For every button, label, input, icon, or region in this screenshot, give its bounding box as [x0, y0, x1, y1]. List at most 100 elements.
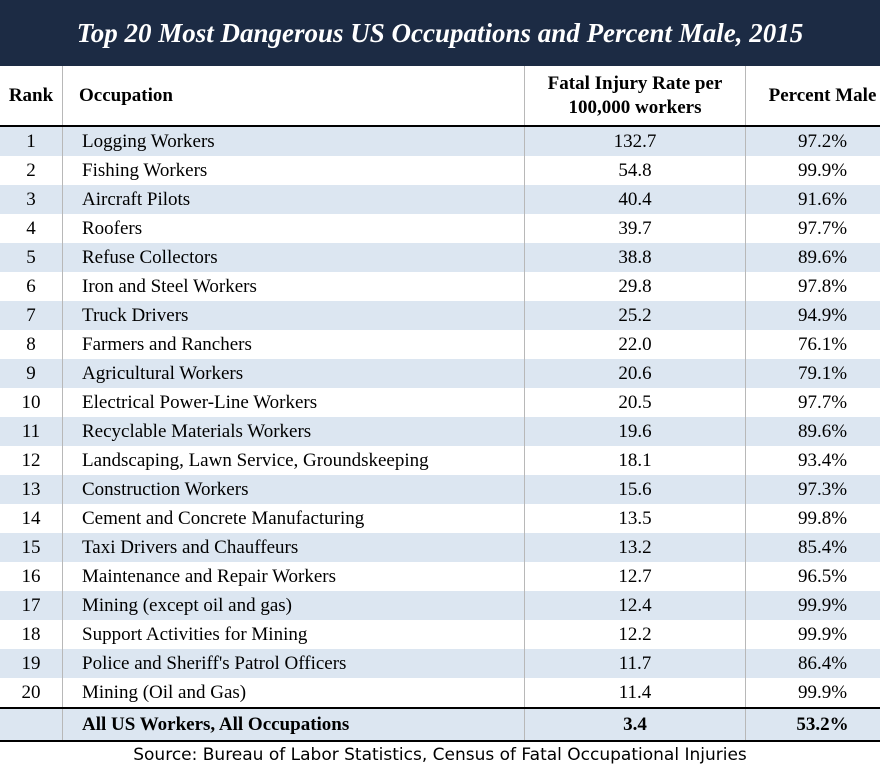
- occupation-cell: Mining (except oil and gas): [62, 591, 525, 620]
- percent-male-cell: 99.9%: [745, 591, 880, 620]
- table-row: 11 Recyclable Materials Workers 19.6 89.6%: [0, 417, 880, 446]
- occupation-cell: Refuse Collectors: [62, 243, 525, 272]
- percent-male-cell: 97.2%: [745, 126, 880, 156]
- occupation-cell: Recyclable Materials Workers: [62, 417, 525, 446]
- percent-male-cell: 85.4%: [745, 533, 880, 562]
- table-title: Top 20 Most Dangerous US Occupations and…: [0, 0, 880, 66]
- fatal-injury-rate-cell: 20.6: [524, 359, 746, 388]
- fatal-injury-rate-cell: 54.8: [524, 156, 746, 185]
- table-row: 4 Roofers 39.7 97.7%: [0, 214, 880, 243]
- percent-male-cell: 97.7%: [745, 214, 880, 243]
- fatal-injury-rate-cell: 29.8: [524, 272, 746, 301]
- fatal-injury-rate-cell: 39.7: [524, 214, 746, 243]
- table-row: 17 Mining (except oil and gas) 12.4 99.9%: [0, 591, 880, 620]
- fatal-injury-rate-cell: 12.4: [524, 591, 746, 620]
- rank-cell: 18: [0, 620, 63, 649]
- percent-male-cell: 89.6%: [745, 243, 880, 272]
- rank-cell: 13: [0, 475, 63, 504]
- header-row: Rank Occupation Fatal Injury Rate per 10…: [0, 66, 880, 127]
- occupation-cell: Maintenance and Repair Workers: [62, 562, 525, 591]
- percent-male-cell: 91.6%: [745, 185, 880, 214]
- table-row: 5 Refuse Collectors 38.8 89.6%: [0, 243, 880, 272]
- table-row: 7 Truck Drivers 25.2 94.9%: [0, 301, 880, 330]
- occupation-cell: Landscaping, Lawn Service, Groundskeepin…: [62, 446, 525, 475]
- rank-cell: 17: [0, 591, 63, 620]
- table-row: 6 Iron and Steel Workers 29.8 97.8%: [0, 272, 880, 301]
- occupation-cell: Aircraft Pilots: [62, 185, 525, 214]
- total-rate-cell: 3.4: [524, 707, 746, 742]
- fatal-injury-rate-cell: 15.6: [524, 475, 746, 504]
- rank-cell: 3: [0, 185, 63, 214]
- table-row: 12 Landscaping, Lawn Service, Groundskeep…: [0, 446, 880, 475]
- fatal-injury-rate-cell: 132.7: [524, 126, 746, 156]
- occupation-cell: Truck Drivers: [62, 301, 525, 330]
- column-header-percent-male: Percent Male: [745, 66, 880, 127]
- percent-male-cell: 99.9%: [745, 678, 880, 708]
- percent-male-cell: 79.1%: [745, 359, 880, 388]
- occupation-cell: Farmers and Ranchers: [62, 330, 525, 359]
- occupation-cell: Support Activities for Mining: [62, 620, 525, 649]
- percent-male-cell: 86.4%: [745, 649, 880, 678]
- fatal-injury-rate-cell: 11.4: [524, 678, 746, 708]
- table-row: 15 Taxi Drivers and Chauffeurs 13.2 85.4%: [0, 533, 880, 562]
- total-percent-male-cell: 53.2%: [745, 707, 880, 742]
- percent-male-cell: 94.9%: [745, 301, 880, 330]
- rank-cell: 11: [0, 417, 63, 446]
- occupation-cell: Iron and Steel Workers: [62, 272, 525, 301]
- column-header-rank: Rank: [0, 66, 63, 127]
- table-row: 18 Support Activities for Mining 12.2 99.9%: [0, 620, 880, 649]
- percent-male-cell: 89.6%: [745, 417, 880, 446]
- percent-male-cell: 97.7%: [745, 388, 880, 417]
- occupation-cell: Logging Workers: [62, 126, 525, 156]
- fatal-injury-rate-cell: 20.5: [524, 388, 746, 417]
- percent-male-cell: 76.1%: [745, 330, 880, 359]
- occupation-cell: Agricultural Workers: [62, 359, 525, 388]
- percent-male-cell: 96.5%: [745, 562, 880, 591]
- rank-cell: 6: [0, 272, 63, 301]
- rank-cell: 14: [0, 504, 63, 533]
- total-rank-cell: [0, 707, 63, 742]
- total-row: All US Workers, All Occupations 3.4 53.2…: [0, 707, 880, 742]
- fatal-injury-rate-cell: 11.7: [524, 649, 746, 678]
- rank-cell: 5: [0, 243, 63, 272]
- occupation-cell: Fishing Workers: [62, 156, 525, 185]
- occupation-cell: Police and Sheriff's Patrol Officers: [62, 649, 525, 678]
- table-row: 19 Police and Sheriff's Patrol Officers 11…: [0, 649, 880, 678]
- table-row: 16 Maintenance and Repair Workers 12.7 96.5…: [0, 562, 880, 591]
- percent-male-cell: 99.8%: [745, 504, 880, 533]
- rank-cell: 16: [0, 562, 63, 591]
- table-body: 1 Logging Workers 132.7 97.2% 2 Fishing Worke…: [0, 126, 880, 708]
- rank-cell: 8: [0, 330, 63, 359]
- table-row: 14 Cement and Concrete Manufacturing 13.5 9…: [0, 504, 880, 533]
- fatal-injury-rate-cell: 18.1: [524, 446, 746, 475]
- percent-male-cell: 99.9%: [745, 620, 880, 649]
- fatal-injury-rate-cell: 19.6: [524, 417, 746, 446]
- table-row: 13 Construction Workers 15.6 97.3%: [0, 475, 880, 504]
- occupation-cell: Mining (Oil and Gas): [62, 678, 525, 708]
- rank-cell: 9: [0, 359, 63, 388]
- percent-male-cell: 97.8%: [745, 272, 880, 301]
- occupation-cell: Electrical Power-Line Workers: [62, 388, 525, 417]
- occupations-table: Rank Occupation Fatal Injury Rate per 10…: [0, 66, 880, 742]
- percent-male-cell: 99.9%: [745, 156, 880, 185]
- fatal-injury-rate-cell: 40.4: [524, 185, 746, 214]
- occupation-cell: Construction Workers: [62, 475, 525, 504]
- rank-cell: 2: [0, 156, 63, 185]
- occupation-cell: Roofers: [62, 214, 525, 243]
- source-note: Source: Bureau of Labor Statistics, Cens…: [133, 745, 747, 765]
- fatal-injury-rate-cell: 38.8: [524, 243, 746, 272]
- rank-cell: 1: [0, 126, 63, 156]
- total-occupation-cell: All US Workers, All Occupations: [62, 707, 525, 742]
- rank-cell: 15: [0, 533, 63, 562]
- table-row: 3 Aircraft Pilots 40.4 91.6%: [0, 185, 880, 214]
- occupation-cell: Taxi Drivers and Chauffeurs: [62, 533, 525, 562]
- table-row: 20 Mining (Oil and Gas) 11.4 99.9%: [0, 678, 880, 708]
- rank-cell: 10: [0, 388, 63, 417]
- rank-cell: 4: [0, 214, 63, 243]
- fatal-injury-rate-cell: 12.7: [524, 562, 746, 591]
- rank-cell: 20: [0, 678, 63, 708]
- table-row: 1 Logging Workers 132.7 97.2%: [0, 126, 880, 156]
- rank-cell: 19: [0, 649, 63, 678]
- table-row: 10 Electrical Power-Line Workers 20.5 97.7%: [0, 388, 880, 417]
- fatal-injury-rate-cell: 13.2: [524, 533, 746, 562]
